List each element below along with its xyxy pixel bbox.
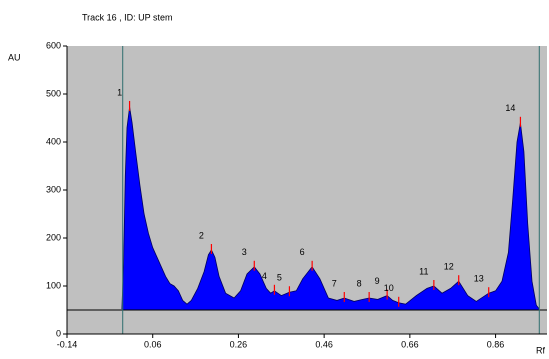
x-tick-label: 0.66 xyxy=(401,339,419,349)
y-tick-label: 500 xyxy=(46,88,61,98)
peak-label: 1 xyxy=(117,87,122,97)
x-tick-label: 0.26 xyxy=(230,339,248,349)
peak-label: 6 xyxy=(300,247,305,257)
peak-label: 11 xyxy=(419,266,428,276)
y-tick-label: 200 xyxy=(46,232,61,242)
peak-label: 12 xyxy=(444,262,454,272)
peak-label: 3 xyxy=(242,247,247,257)
peak-label: 13 xyxy=(474,274,484,284)
peak-label: 4 xyxy=(262,271,267,281)
peak-label: 5 xyxy=(277,273,282,283)
x-tick-label: -0.14 xyxy=(57,339,78,349)
y-tick-label: 600 xyxy=(46,40,61,50)
curve xyxy=(121,106,540,310)
peak-label: 2 xyxy=(199,230,204,240)
y-tick-label: 100 xyxy=(46,280,61,290)
chart-title: Track 16 , ID: UP stem xyxy=(82,12,173,22)
peak-label: 14 xyxy=(505,103,515,113)
y-tick-label: 300 xyxy=(46,184,61,194)
peak-label: 8 xyxy=(357,278,362,288)
x-tick-label: 0.46 xyxy=(315,339,333,349)
y-tick-label: 400 xyxy=(46,136,61,146)
x-tick-label: 0.06 xyxy=(144,339,162,349)
peak-label: 10 xyxy=(384,283,394,293)
peak-label: 9 xyxy=(375,276,380,286)
x-tick-label: 0.86 xyxy=(487,339,505,349)
y-tick-label: 0 xyxy=(56,328,61,338)
x-axis-label: Rf xyxy=(536,345,545,354)
peak-label: 7 xyxy=(332,278,337,288)
area-fill xyxy=(121,107,540,310)
y-axis-label: AU xyxy=(8,52,21,62)
